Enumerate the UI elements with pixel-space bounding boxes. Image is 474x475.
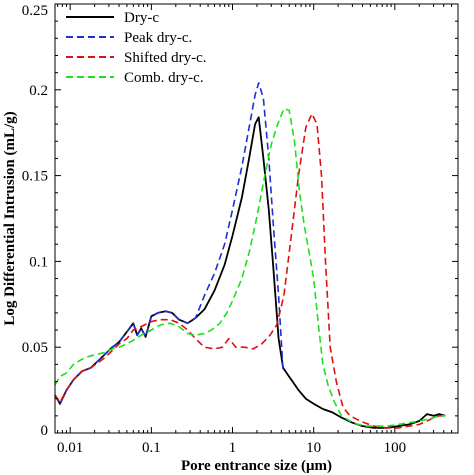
x-tick-label: 0.1 [142, 440, 161, 456]
y-tick-label: 0.1 [29, 254, 48, 270]
series-layer [54, 82, 446, 429]
y-tick-label: 0.2 [29, 83, 48, 99]
series-line-3 [54, 113, 446, 429]
legend-label-1: Dry-c [124, 10, 159, 26]
legend-label-4: Comb. dry-c. [124, 70, 204, 86]
x-axis-ticks: 0.01 0.1 1 10 100 [57, 4, 459, 456]
x-tick-label: 0.01 [57, 440, 83, 456]
x-axis-title: Pore entrance size (μm) [181, 458, 332, 474]
y-tick-label: 0.15 [22, 169, 48, 185]
legend-label-2: Peak dry-c. [124, 30, 192, 46]
y-tick-label: 0.25 [22, 3, 48, 19]
y-tick-label: 0.05 [22, 340, 48, 356]
legend-label-3: Shifted dry-c. [124, 50, 206, 66]
series-line-2 [54, 82, 284, 405]
x-tick-label: 1 [229, 440, 237, 456]
y-axis-ticks: 0 0.05 0.1 0.15 0.2 0.25 [22, 3, 458, 439]
y-axis-title: Log Differential Intrusion (mL/g) [2, 111, 18, 325]
legend: Dry-c Peak dry-c. Shifted dry-c. Comb. dry-… [66, 10, 206, 86]
x-tick-label: 10 [306, 440, 321, 456]
x-tick-label: 100 [384, 440, 407, 456]
series-line-1 [54, 116, 446, 429]
y-tick-label: 0 [41, 423, 49, 439]
series-line-4 [54, 107, 446, 427]
